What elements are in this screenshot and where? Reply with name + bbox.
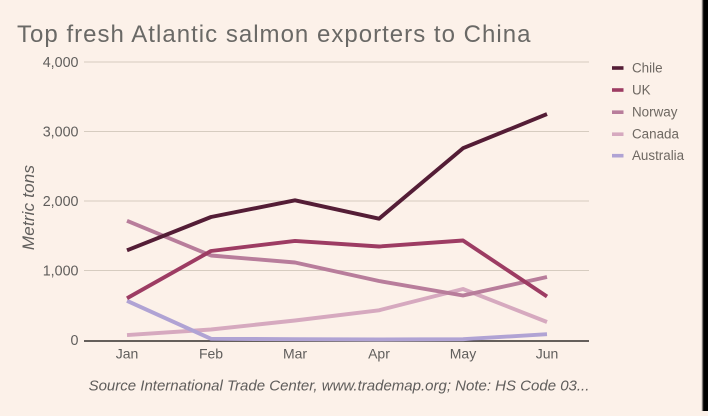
svg-text:Jan: Jan — [116, 346, 139, 362]
svg-text:May: May — [450, 346, 476, 362]
svg-text:Mar: Mar — [283, 346, 307, 362]
svg-text:UK: UK — [632, 82, 651, 97]
svg-text:Australia: Australia — [632, 148, 685, 163]
svg-text:Norway: Norway — [632, 105, 678, 120]
svg-text:3,000: 3,000 — [43, 125, 79, 141]
svg-text:4,000: 4,000 — [43, 55, 79, 71]
svg-text:Jun: Jun — [536, 346, 559, 362]
svg-text:0: 0 — [71, 333, 79, 349]
svg-text:Metric tons: Metric tons — [19, 165, 38, 251]
svg-text:Top fresh Atlantic salmon expo: Top fresh Atlantic salmon exporters to C… — [17, 21, 531, 48]
svg-text:Source International Trade Cen: Source International Trade Center, www.t… — [89, 378, 590, 395]
svg-text:Apr: Apr — [368, 346, 390, 362]
svg-text:Canada: Canada — [632, 127, 679, 142]
svg-text:2,000: 2,000 — [43, 194, 79, 210]
svg-text:1,000: 1,000 — [43, 264, 79, 280]
svg-text:Chile: Chile — [632, 60, 663, 75]
svg-text:Feb: Feb — [199, 346, 223, 362]
